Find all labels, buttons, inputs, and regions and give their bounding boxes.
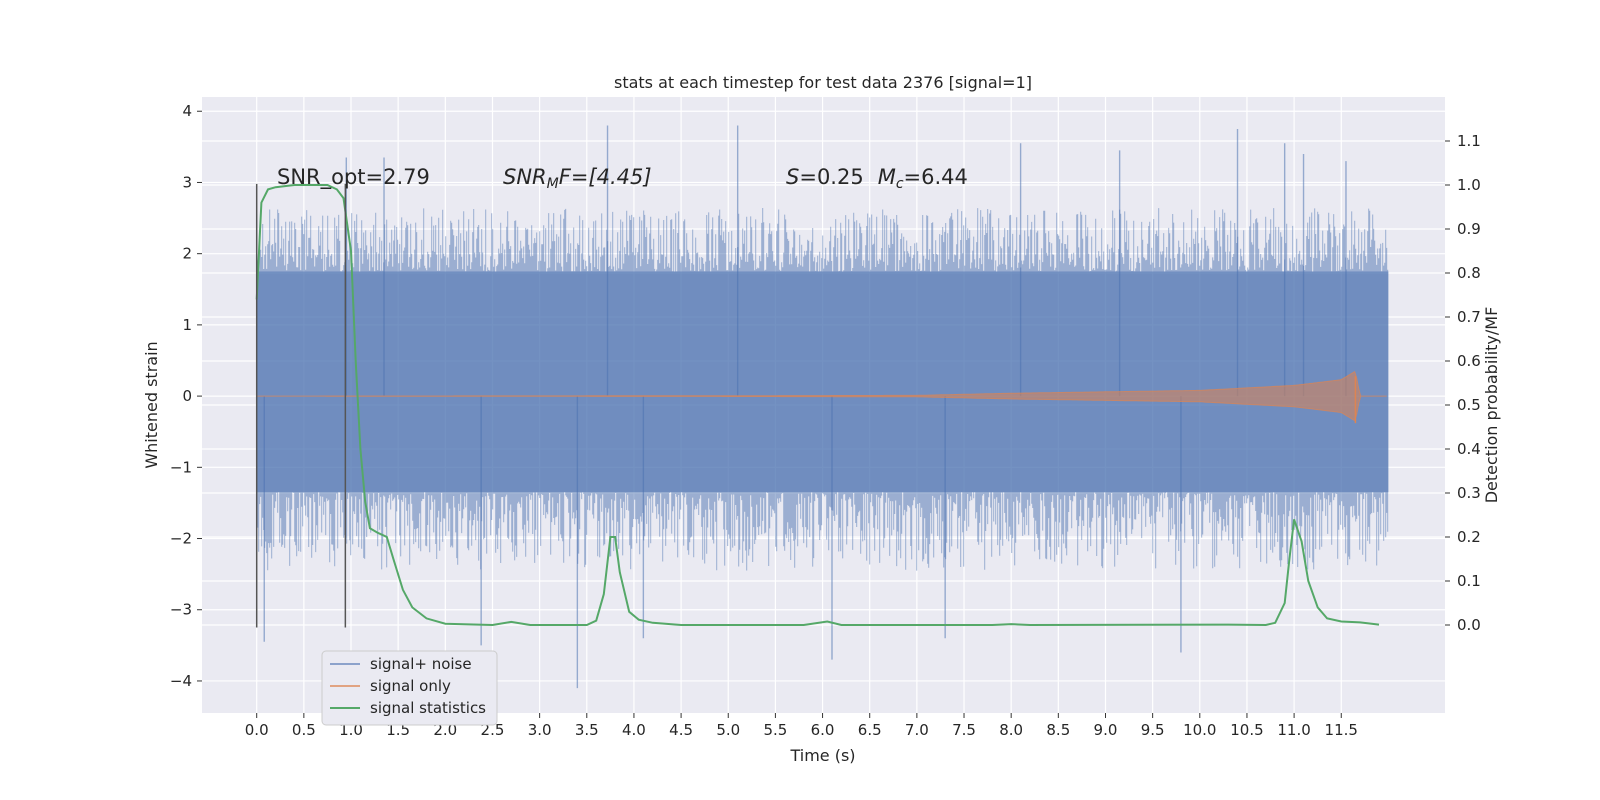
y-right-tick-label: 1.1 bbox=[1457, 132, 1481, 150]
x-tick-label: 9.0 bbox=[1094, 721, 1118, 739]
y-right-tick-label: 0.0 bbox=[1457, 616, 1481, 634]
x-tick-label: 10.0 bbox=[1183, 721, 1216, 739]
annotation-snr-mf: SNRMF=[4.45] bbox=[503, 165, 652, 192]
y-tick-label: −2 bbox=[170, 530, 192, 548]
x-tick-label: 5.0 bbox=[716, 721, 740, 739]
x-tick-label: 8.0 bbox=[999, 721, 1023, 739]
signal-envelope bbox=[256, 370, 1387, 422]
x-tick-label: 6.5 bbox=[858, 721, 882, 739]
x-tick-label: 10.5 bbox=[1230, 721, 1263, 739]
y-right-tick-label: 0.1 bbox=[1457, 572, 1481, 590]
x-tick-label: 3.0 bbox=[528, 721, 552, 739]
x-tick-label: 7.0 bbox=[905, 721, 929, 739]
x-tick-label: 0.0 bbox=[245, 721, 269, 739]
vertical-markers bbox=[255, 183, 347, 628]
series-signal-statistics bbox=[255, 184, 1380, 627]
series-signal-only bbox=[256, 370, 1387, 424]
y-right-tick-label: 0.9 bbox=[1457, 220, 1481, 238]
y-right-axis-label: Detection probability/MF bbox=[1482, 307, 1501, 504]
x-tick-label: 9.5 bbox=[1141, 721, 1165, 739]
y-right-tick-label: 0.3 bbox=[1457, 484, 1481, 502]
y-right-tick-label: 0.6 bbox=[1457, 352, 1481, 370]
chart-title: stats at each timestep for test data 237… bbox=[614, 73, 1032, 92]
x-tick-label: 6.0 bbox=[811, 721, 835, 739]
y-axis-label: Whitened strain bbox=[142, 341, 161, 468]
y-tick-label: −4 bbox=[170, 672, 192, 690]
x-tick-label: 0.5 bbox=[292, 721, 316, 739]
y-tick-label: 1 bbox=[182, 316, 192, 334]
tick-layer: 0.0 0.5 1.0 1.5 2.0 2.5 3.0 3.5 4.0 4.5 5.0 5.5 6.0 6… bbox=[170, 102, 1481, 739]
x-tick-label: 11.0 bbox=[1277, 721, 1310, 739]
y-right-tick-label: 0.2 bbox=[1457, 528, 1481, 546]
y-right-tick-label: 0.7 bbox=[1457, 308, 1481, 326]
y-right-tick-label: 1.0 bbox=[1457, 176, 1481, 194]
annotation-snr-opt: SNR_opt=2.79 bbox=[277, 165, 430, 190]
y-tick-label: 2 bbox=[182, 245, 192, 263]
legend-label-signal-statistics: signal statistics bbox=[370, 699, 486, 717]
x-tick-label: 4.5 bbox=[669, 721, 693, 739]
y-tick-label: −1 bbox=[170, 458, 192, 476]
x-axis-label: Time (s) bbox=[789, 746, 855, 765]
x-tick-label: 11.5 bbox=[1325, 721, 1358, 739]
x-tick-label: 8.5 bbox=[1046, 721, 1070, 739]
legend: signal+ noise signal only signal statist… bbox=[321, 650, 498, 726]
y-right-tick-label: 0.5 bbox=[1457, 396, 1481, 414]
y-tick-label: 0 bbox=[182, 387, 192, 405]
y-tick-label: −3 bbox=[170, 601, 192, 619]
x-tick-label: 7.5 bbox=[952, 721, 976, 739]
y-right-tick-label: 0.8 bbox=[1457, 264, 1481, 282]
legend-label-signal-only: signal only bbox=[370, 677, 451, 695]
series-signal-noise bbox=[256, 125, 1389, 689]
legend-label-signal-noise: signal+ noise bbox=[370, 655, 472, 673]
stats-line bbox=[255, 184, 1380, 627]
x-tick-label: 3.5 bbox=[575, 721, 599, 739]
x-tick-label: 4.0 bbox=[622, 721, 646, 739]
y-tick-label: 4 bbox=[182, 102, 192, 120]
y-tick-label: 3 bbox=[182, 173, 192, 191]
y-right-tick-label: 0.4 bbox=[1457, 440, 1481, 458]
x-tick-label: 5.5 bbox=[763, 721, 787, 739]
annotation-s-mc: S=0.25 Mc=6.44 bbox=[786, 165, 968, 192]
legend-box bbox=[321, 650, 498, 726]
